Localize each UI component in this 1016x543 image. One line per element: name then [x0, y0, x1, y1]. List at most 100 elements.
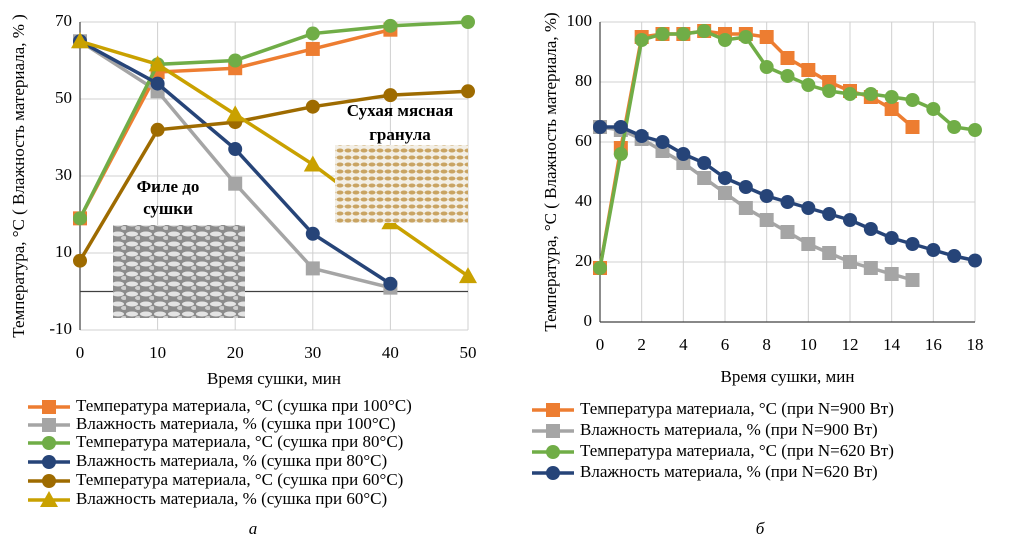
legend-marker	[42, 436, 56, 450]
legend-label: Температура материала, °C (сушка при 100…	[76, 396, 412, 415]
point	[885, 231, 899, 245]
x-tick-label: 10	[149, 343, 166, 362]
legend-label: Влажность материала, % (сушка при 60°C)	[76, 489, 387, 508]
point	[822, 84, 836, 98]
point	[151, 123, 165, 137]
x-tick-label: 18	[967, 335, 984, 354]
y-tick-label: 50	[55, 88, 72, 107]
point	[459, 267, 477, 283]
legend-label: Влажность материала, % (при N=900 Вт)	[580, 420, 878, 439]
annotation: сушки	[143, 199, 193, 218]
legend-marker	[546, 403, 560, 417]
y-tick-label: 100	[567, 11, 593, 30]
legend-marker	[546, 466, 560, 480]
point	[593, 261, 607, 275]
x-axis-label: Время сушки, мин	[721, 367, 855, 386]
y-axis-label: Температура, °C ( Влажность материала, %…	[9, 14, 28, 338]
legend-label: Влажность материала, % (сушка при 100°C)	[76, 414, 396, 433]
point	[947, 120, 961, 134]
x-tick-label: 6	[721, 335, 730, 354]
point	[781, 195, 795, 209]
annotation: гранула	[369, 125, 431, 144]
x-tick-label: 4	[679, 335, 688, 354]
legend-marker	[42, 400, 56, 414]
point	[593, 120, 607, 134]
x-tick-label: 0	[76, 343, 85, 362]
point	[306, 27, 320, 41]
point	[383, 19, 397, 33]
point	[614, 120, 628, 134]
point	[306, 100, 320, 114]
point	[614, 147, 628, 161]
point	[760, 60, 774, 74]
point	[228, 142, 242, 156]
point	[885, 267, 899, 281]
point	[697, 171, 711, 185]
point	[906, 273, 920, 287]
y-tick-label: 10	[55, 242, 72, 261]
point	[760, 213, 774, 227]
point	[801, 201, 815, 215]
y-tick-label: 40	[575, 191, 592, 210]
point	[656, 135, 670, 149]
point	[926, 243, 940, 257]
x-tick-label: 8	[762, 335, 771, 354]
point	[676, 147, 690, 161]
annotation: Филе до	[137, 177, 200, 196]
point	[843, 255, 857, 269]
point	[461, 15, 475, 29]
y-tick-label: 30	[55, 165, 72, 184]
point	[718, 33, 732, 47]
point	[73, 254, 87, 268]
point	[781, 225, 795, 239]
x-tick-label: 16	[925, 335, 942, 354]
point	[906, 237, 920, 251]
x-tick-label: 2	[637, 335, 646, 354]
point	[718, 171, 732, 185]
point	[781, 69, 795, 83]
point	[926, 102, 940, 116]
point	[697, 156, 711, 170]
point	[822, 246, 836, 260]
x-tick-label: 0	[596, 335, 605, 354]
point	[968, 123, 982, 137]
legend-marker	[546, 424, 560, 438]
point	[383, 277, 397, 291]
point	[906, 120, 920, 134]
point	[73, 211, 87, 225]
x-tick-label: 50	[460, 343, 477, 362]
point	[151, 77, 165, 91]
x-tick-label: 10	[800, 335, 817, 354]
caption: б	[756, 519, 765, 538]
figure: -101030507001020304050Время сушки, минТе…	[0, 0, 1016, 543]
y-tick-label: 70	[55, 11, 72, 30]
point	[760, 189, 774, 203]
point	[226, 105, 244, 121]
legend-label: Температура материала, °C (сушка при 60°…	[76, 470, 403, 489]
legend-label: Температура материала, °C (сушка при 80°…	[76, 432, 403, 451]
point	[843, 213, 857, 227]
point	[864, 222, 878, 236]
point	[718, 186, 732, 200]
point	[801, 237, 815, 251]
photo-granule	[335, 145, 468, 223]
point	[635, 33, 649, 47]
point	[801, 63, 815, 77]
point	[676, 27, 690, 41]
point	[801, 78, 815, 92]
point	[461, 84, 475, 98]
legend-marker	[42, 474, 56, 488]
y-tick-label: 20	[575, 251, 592, 270]
x-axis-label: Время сушки, мин	[207, 369, 341, 388]
point	[843, 87, 857, 101]
y-tick-label: -10	[49, 319, 72, 338]
legend-label: Влажность материала, % (при N=620 Вт)	[580, 462, 878, 481]
point	[656, 27, 670, 41]
point	[306, 261, 320, 275]
y-tick-label: 60	[575, 131, 592, 150]
point	[635, 129, 649, 143]
point	[304, 155, 322, 171]
x-tick-label: 30	[304, 343, 321, 362]
point	[306, 227, 320, 241]
